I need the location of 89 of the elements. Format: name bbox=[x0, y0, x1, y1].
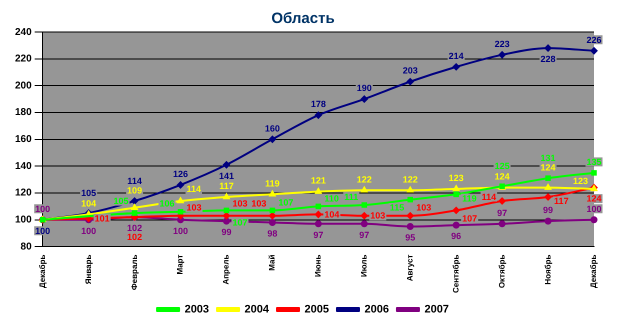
data-label: 104 bbox=[324, 209, 340, 220]
data-label: 98 bbox=[267, 228, 278, 238]
data-label: 122 bbox=[402, 174, 418, 184]
data-label: 114 bbox=[482, 192, 496, 202]
data-label: 100 bbox=[35, 226, 50, 236]
x-tick-label: Сентябрь bbox=[451, 254, 460, 293]
data-label: 109 bbox=[127, 186, 142, 196]
data-label: 141 bbox=[218, 170, 234, 181]
data-label: 105 bbox=[81, 188, 96, 198]
data-label: 135 bbox=[586, 156, 602, 167]
data-label: 100 bbox=[173, 226, 188, 236]
data-label: 107 bbox=[278, 197, 294, 208]
data-label: 178 bbox=[310, 99, 326, 110]
y-tick-label: 80 bbox=[20, 241, 32, 252]
data-label: 97 bbox=[359, 230, 370, 240]
data-label: 101 bbox=[94, 213, 110, 224]
y-tick-label: 200 bbox=[14, 80, 32, 92]
data-label: 124 bbox=[586, 194, 602, 204]
chart-title: Область bbox=[271, 10, 335, 28]
data-label: 125 bbox=[494, 161, 510, 172]
legend-label: 2005 bbox=[304, 304, 329, 316]
x-tick-label: Май bbox=[268, 254, 277, 271]
data-label: 121 bbox=[310, 176, 326, 186]
data-label: 107 bbox=[232, 217, 248, 228]
x-tick-label: Март bbox=[176, 254, 185, 275]
legend-label: 2007 bbox=[424, 304, 449, 316]
data-label: 104 bbox=[81, 198, 96, 208]
data-label: 96 bbox=[451, 231, 462, 242]
y-tick-label: 140 bbox=[14, 160, 32, 172]
y-tick-label: 100 bbox=[14, 214, 32, 226]
data-label: 226 bbox=[586, 34, 602, 45]
data-label: 228 bbox=[540, 54, 556, 64]
data-label: 190 bbox=[356, 83, 372, 94]
data-label: 103 bbox=[251, 198, 266, 209]
x-tick-label: Декабрь bbox=[38, 254, 47, 288]
data-label: 160 bbox=[264, 123, 280, 134]
data-label: 123 bbox=[448, 172, 464, 183]
data-label: 97 bbox=[313, 230, 324, 240]
data-label: 102 bbox=[127, 223, 142, 234]
data-label: 103 bbox=[370, 210, 386, 221]
y-tick-label: 240 bbox=[14, 26, 32, 38]
data-label: 103 bbox=[186, 202, 202, 213]
y-tick-label: 120 bbox=[14, 188, 32, 199]
data-label: 117 bbox=[219, 180, 234, 191]
data-label: 119 bbox=[265, 178, 280, 188]
data-label: 122 bbox=[356, 174, 372, 184]
data-label: 102 bbox=[127, 232, 142, 242]
x-tick-label: Июнь bbox=[314, 254, 323, 277]
data-label: 117 bbox=[554, 196, 569, 206]
data-label: 105 bbox=[114, 196, 129, 206]
x-tick-label: Апрель bbox=[222, 254, 231, 285]
data-label: 124 bbox=[540, 162, 556, 173]
data-label: 126 bbox=[173, 168, 188, 179]
data-label: 100 bbox=[35, 204, 50, 214]
data-label: 106 bbox=[159, 198, 175, 209]
x-tick-label: Февраль bbox=[130, 254, 139, 290]
y-tick-label: 180 bbox=[14, 107, 32, 118]
data-label: 107 bbox=[462, 213, 478, 224]
legend-label: 2003 bbox=[184, 304, 210, 316]
data-label: 99 bbox=[221, 227, 232, 238]
data-label: 100 bbox=[586, 204, 602, 214]
data-label: 100 bbox=[81, 226, 96, 236]
y-tick-label: 220 bbox=[14, 54, 32, 65]
legend-label: 2004 bbox=[244, 304, 270, 316]
data-label: 114 bbox=[127, 176, 142, 186]
data-label: 114 bbox=[186, 184, 202, 194]
data-label: 223 bbox=[494, 38, 510, 49]
data-label: 110 bbox=[324, 193, 339, 204]
x-tick-label: Декабрь bbox=[589, 254, 598, 288]
x-tick-label: Июль bbox=[359, 254, 368, 277]
data-label: 124 bbox=[494, 172, 510, 182]
data-label: 97 bbox=[497, 208, 508, 218]
data-label: 203 bbox=[402, 66, 418, 76]
data-label: 103 bbox=[232, 198, 248, 209]
data-label: 95 bbox=[405, 232, 416, 242]
data-label: 111 bbox=[344, 192, 358, 202]
data-label: 119 bbox=[462, 193, 477, 204]
data-label: 99 bbox=[543, 205, 554, 216]
legend-label: 2006 bbox=[364, 304, 389, 316]
data-label: 214 bbox=[448, 50, 464, 61]
x-tick-label: Август bbox=[405, 254, 414, 282]
y-tick-label: 160 bbox=[14, 134, 32, 146]
data-label: 115 bbox=[390, 202, 404, 213]
x-tick-label: Январь bbox=[84, 254, 93, 284]
x-tick-label: Ноябрь bbox=[543, 254, 552, 285]
x-tick-label: Октябрь bbox=[497, 254, 506, 288]
data-label: 123 bbox=[572, 176, 588, 186]
data-label: 131 bbox=[540, 153, 556, 164]
data-label: 103 bbox=[416, 202, 432, 213]
